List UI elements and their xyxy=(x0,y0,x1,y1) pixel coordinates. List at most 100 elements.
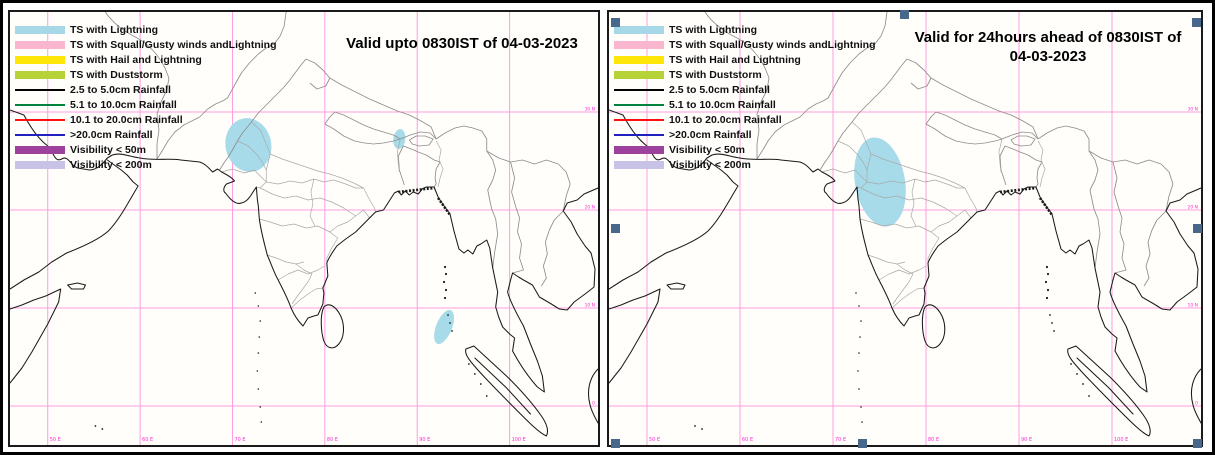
legend-swatch xyxy=(15,118,65,121)
svg-text:20 N: 20 N xyxy=(585,204,595,210)
legend: TS with Lightning TS with Squall/Gusty wi… xyxy=(15,22,277,172)
selection-handle-top-left[interactable] xyxy=(611,18,620,27)
ts-lightning-area-nicobar-islands xyxy=(434,310,455,344)
legend-swatch xyxy=(15,40,65,49)
legend-swatch xyxy=(15,70,65,79)
ts-lightning-zones xyxy=(854,137,906,227)
legend-item: >20.0cm Rainfall xyxy=(15,127,277,142)
graticule xyxy=(609,12,1201,445)
legend-label: TS with Duststorm xyxy=(669,68,762,81)
selection-handle-bottom-right[interactable] xyxy=(1193,439,1202,448)
svg-text:60 E: 60 E xyxy=(142,437,153,443)
legend-label: >20.0cm Rainfall xyxy=(70,128,153,141)
legend-label: TS with Duststorm xyxy=(70,68,163,81)
legend-label: 10.1 to 20.0cm Rainfall xyxy=(669,113,782,126)
legend-label: TS with Squall/Gusty winds andLightning xyxy=(70,38,277,51)
legend-item: TS with Lightning xyxy=(614,22,876,37)
legend-label: TS with Squall/Gusty winds andLightning xyxy=(669,38,876,51)
legend-item: 10.1 to 20.0cm Rainfall xyxy=(15,112,277,127)
svg-text:10 N: 10 N xyxy=(1187,303,1198,309)
legend-swatch xyxy=(614,133,664,136)
legend-swatch xyxy=(614,25,664,34)
india-forecast-map: 50 E 60 E 70 E 80 E 90 E 100 E 30 N 20 N 10 N 0 xyxy=(10,12,598,445)
legend-swatch xyxy=(15,55,65,64)
legend-item: TS with Hail and Lightning xyxy=(614,52,876,67)
legend-label: 5.1 to 10.0cm Rainfall xyxy=(70,98,177,111)
legend-swatch xyxy=(15,25,65,34)
svg-text:50 E: 50 E xyxy=(50,437,61,443)
svg-text:30 N: 30 N xyxy=(585,106,595,112)
svg-text:50 E: 50 E xyxy=(649,437,660,443)
legend-item: TS with Duststorm xyxy=(614,67,876,82)
legend-item: 5.1 to 10.0cm Rainfall xyxy=(614,97,876,112)
graticule-labels: 50 E 60 E 70 E 80 E 90 E 100 E 30 N 20 N 10 N 0 xyxy=(649,107,1198,444)
legend-swatch xyxy=(614,70,664,79)
legend-item: TS with Squall/Gusty winds andLightning xyxy=(614,37,876,52)
svg-text:0: 0 xyxy=(1195,401,1198,407)
selection-handle-bottom-middle[interactable] xyxy=(857,439,867,448)
legend-label: TS with Hail and Lightning xyxy=(70,53,202,66)
selection-handle-middle-right[interactable] xyxy=(1193,223,1202,233)
svg-text:60 E: 60 E xyxy=(742,437,753,443)
forecast-map-day1[interactable]: 50 E 60 E 70 E 80 E 90 E 100 E 30 N 20 N 10 N 0 T… xyxy=(8,10,600,447)
legend-swatch xyxy=(614,40,664,49)
svg-text:90 E: 90 E xyxy=(1021,437,1032,443)
svg-text:30 N: 30 N xyxy=(1187,107,1198,113)
svg-text:70 E: 70 E xyxy=(234,437,245,443)
ts-lightning-area-central-india xyxy=(854,137,906,227)
legend-item: TS with Duststorm xyxy=(15,67,277,82)
india-forecast-map: 50 E 60 E 70 E 80 E 90 E 100 E 30 N 20 N 10 N 0 xyxy=(609,12,1201,445)
selection-handle-bottom-left[interactable] xyxy=(611,439,620,448)
legend-label: Visibility < 200m xyxy=(669,158,751,171)
legend-label: TS with Hail and Lightning xyxy=(669,53,801,66)
legend-item: 10.1 to 20.0cm Rainfall xyxy=(614,112,876,127)
legend-label: Visibility < 50m xyxy=(669,143,745,156)
legend-item: Visibility < 200m xyxy=(15,157,277,172)
legend-swatch xyxy=(15,88,65,91)
legend-label: TS with Lightning xyxy=(669,23,758,36)
svg-text:100 E: 100 E xyxy=(1114,437,1128,443)
legend-label: 2.5 to 5.0cm Rainfall xyxy=(70,83,171,96)
svg-text:100 E: 100 E xyxy=(512,437,526,443)
legend-swatch xyxy=(614,118,664,121)
selection-handle-top-right[interactable] xyxy=(1192,18,1201,27)
legend-label: >20.0cm Rainfall xyxy=(669,128,752,141)
legend-item: Visibility < 50m xyxy=(15,142,277,157)
legend-label: 10.1 to 20.0cm Rainfall xyxy=(70,113,183,126)
map-title: Valid upto 0830IST of 04-03-2023 xyxy=(346,35,578,52)
legend-label: TS with Lightning xyxy=(70,23,159,36)
svg-text:70 E: 70 E xyxy=(835,437,846,443)
legend-item: Visibility < 200m xyxy=(614,157,876,172)
selection-handle-top-middle[interactable] xyxy=(900,10,909,19)
legend-item: TS with Squall/Gusty winds andLightning xyxy=(15,37,277,52)
svg-text:20 N: 20 N xyxy=(1187,205,1198,211)
legend-item: TS with Hail and Lightning xyxy=(15,52,277,67)
svg-text:0: 0 xyxy=(592,400,595,406)
legend-swatch xyxy=(614,88,664,91)
legend-swatch xyxy=(614,160,664,169)
legend-item: TS with Lightning xyxy=(15,22,277,37)
legend-item: 2.5 to 5.0cm Rainfall xyxy=(614,82,876,97)
legend-swatch xyxy=(15,160,65,169)
legend-item: 2.5 to 5.0cm Rainfall xyxy=(15,82,277,97)
graticule-labels: 50 E 60 E 70 E 80 E 90 E 100 E 30 N 20 N 10 N 0 xyxy=(50,106,595,443)
selection-handle-middle-left[interactable] xyxy=(611,223,620,233)
legend-swatch xyxy=(15,145,65,154)
legend: TS with Lightning TS with Squall/Gusty wi… xyxy=(614,22,876,172)
legend-swatch xyxy=(15,133,65,136)
legend-label: 5.1 to 10.0cm Rainfall xyxy=(669,98,776,111)
legend-swatch xyxy=(15,103,65,106)
legend-swatch xyxy=(614,103,664,106)
legend-item: 5.1 to 10.0cm Rainfall xyxy=(15,97,277,112)
legend-label: 2.5 to 5.0cm Rainfall xyxy=(669,83,770,96)
legend-label: Visibility < 200m xyxy=(70,158,152,171)
forecast-map-day2[interactable]: 50 E 60 E 70 E 80 E 90 E 100 E 30 N 20 N 10 N 0 T… xyxy=(607,10,1203,448)
svg-text:80 E: 80 E xyxy=(928,437,939,443)
svg-text:80 E: 80 E xyxy=(327,437,338,443)
legend-label: Visibility < 50m xyxy=(70,143,146,156)
legend-swatch xyxy=(614,145,664,154)
legend-item: Visibility < 50m xyxy=(614,142,876,157)
svg-text:90 E: 90 E xyxy=(419,437,430,443)
legend-item: >20.0cm Rainfall xyxy=(614,127,876,142)
